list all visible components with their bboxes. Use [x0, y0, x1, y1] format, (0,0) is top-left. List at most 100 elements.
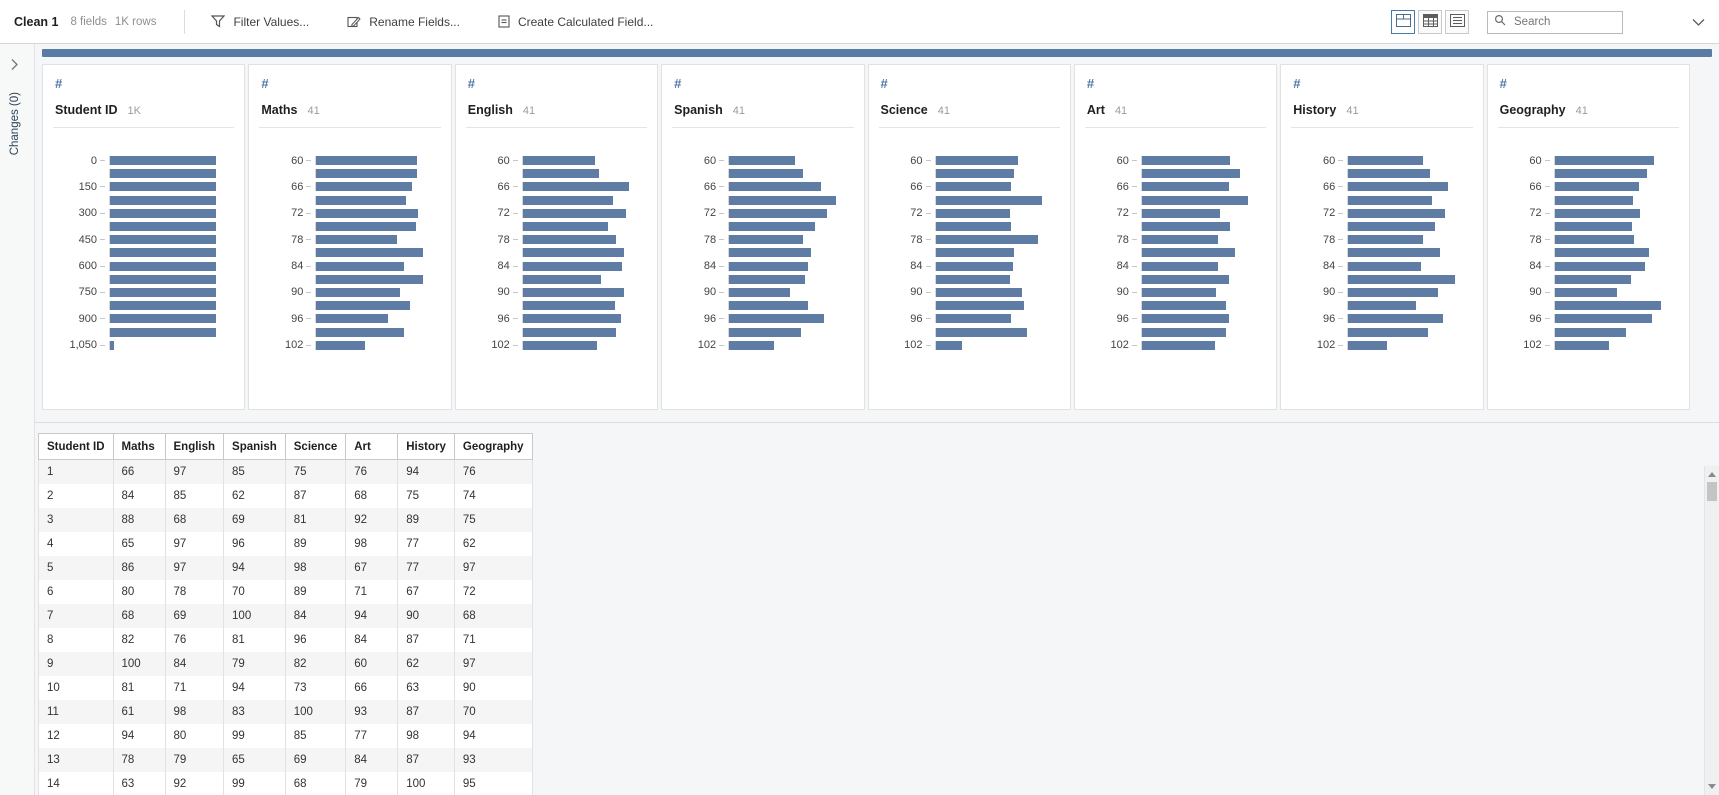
histogram-bar[interactable]: [110, 314, 217, 324]
changes-tab[interactable]: Changes (0): [9, 92, 21, 156]
histogram-bar[interactable]: [729, 156, 796, 166]
grid-cell[interactable]: 4: [38, 531, 114, 556]
grid-cell[interactable]: 80: [112, 579, 166, 604]
grid-cell[interactable]: 81: [223, 627, 286, 652]
histogram-bar[interactable]: [316, 287, 401, 297]
grid-cell[interactable]: 81: [112, 675, 166, 700]
histogram-bar[interactable]: [1141, 195, 1249, 205]
grid-cell[interactable]: 84: [345, 627, 399, 652]
grid-cell[interactable]: 100: [284, 699, 347, 724]
histogram-bar[interactable]: [729, 195, 836, 205]
rename-fields-button[interactable]: Rename Fields...: [347, 15, 460, 29]
histogram-bar[interactable]: [110, 195, 217, 205]
profile-horizontal-scrollbar[interactable]: [42, 49, 1712, 57]
profile-and-data-view-button[interactable]: [1391, 10, 1415, 34]
grid-column-header[interactable]: Geography: [453, 433, 533, 460]
histogram-bar[interactable]: [1554, 169, 1648, 179]
grid-cell[interactable]: 84: [112, 483, 166, 508]
grid-cell[interactable]: 97: [164, 555, 225, 580]
histogram-bar[interactable]: [1141, 208, 1220, 218]
grid-cell[interactable]: 80: [164, 723, 225, 748]
grid-cell[interactable]: 79: [345, 771, 399, 795]
grid-cell[interactable]: 70: [453, 699, 533, 724]
grid-cell[interactable]: 61: [112, 699, 166, 724]
histogram-bar[interactable]: [522, 195, 614, 205]
histogram-bar[interactable]: [1554, 156, 1654, 166]
grid-cell[interactable]: 9: [38, 651, 114, 676]
histogram-bar[interactable]: [935, 301, 1024, 311]
histogram-bar[interactable]: [110, 301, 217, 311]
grid-column-header[interactable]: History: [397, 433, 455, 460]
histogram-bar[interactable]: [1348, 235, 1423, 245]
histogram-bar[interactable]: [522, 274, 602, 284]
grid-cell[interactable]: 84: [345, 747, 399, 772]
histogram-bar[interactable]: [1348, 169, 1431, 179]
grid-cell[interactable]: 89: [284, 579, 347, 604]
grid-cell[interactable]: 2: [38, 483, 114, 508]
grid-column-header[interactable]: English: [164, 433, 225, 460]
histogram-bar[interactable]: [110, 327, 217, 337]
search-input[interactable]: [1512, 15, 1616, 29]
grid-cell[interactable]: 65: [112, 531, 166, 556]
grid-cell[interactable]: 76: [453, 459, 533, 484]
grid-cell[interactable]: 72: [453, 579, 533, 604]
histogram-bar[interactable]: [729, 287, 790, 297]
field-profile-card[interactable]: # Maths 41 60 66 72 78 84 90 96 102: [248, 64, 452, 410]
histogram-bar[interactable]: [1141, 301, 1226, 311]
grid-cell[interactable]: 87: [284, 483, 347, 508]
grid-cell[interactable]: 89: [397, 507, 455, 532]
histogram-bar[interactable]: [522, 222, 608, 232]
histogram-bar[interactable]: [316, 222, 417, 232]
histogram-bar[interactable]: [316, 314, 388, 324]
grid-cell[interactable]: 1: [38, 459, 114, 484]
create-calculated-field-button[interactable]: Create Calculated Field...: [498, 15, 653, 29]
histogram-bar[interactable]: [316, 340, 366, 350]
grid-cell[interactable]: 68: [284, 771, 347, 795]
histogram-bar[interactable]: [935, 195, 1042, 205]
grid-cell[interactable]: 12: [38, 723, 114, 748]
grid-cell[interactable]: 14: [38, 771, 114, 795]
histogram-bar[interactable]: [1141, 340, 1216, 350]
scroll-up-arrow-icon[interactable]: [1708, 472, 1716, 477]
histogram-bar[interactable]: [935, 169, 1015, 179]
histogram-bar[interactable]: [935, 156, 1019, 166]
field-profile-card[interactable]: # History 41 60 66 72 78 84 90 96 102: [1280, 64, 1484, 410]
grid-cell[interactable]: 60: [345, 651, 399, 676]
histogram-bar[interactable]: [522, 287, 624, 297]
grid-cell[interactable]: 97: [453, 651, 533, 676]
grid-cell[interactable]: 65: [223, 747, 286, 772]
histogram-bar[interactable]: [935, 327, 1027, 337]
grid-cell[interactable]: 77: [397, 531, 455, 556]
grid-cell[interactable]: 62: [223, 483, 286, 508]
grid-cell[interactable]: 88: [112, 507, 166, 532]
histogram-bar[interactable]: [729, 208, 827, 218]
histogram-bar[interactable]: [1348, 327, 1429, 337]
histogram-bar[interactable]: [729, 222, 816, 232]
grid-cell[interactable]: 94: [397, 459, 455, 484]
histogram-bar[interactable]: [729, 340, 774, 350]
grid-column-header[interactable]: Maths: [112, 433, 166, 460]
grid-cell[interactable]: 85: [223, 459, 286, 484]
grid-cell[interactable]: 90: [453, 675, 533, 700]
histogram-bar[interactable]: [1348, 274, 1455, 284]
histogram-bar[interactable]: [110, 274, 217, 284]
histogram-bar[interactable]: [316, 327, 404, 337]
grid-cell[interactable]: 69: [284, 747, 347, 772]
histogram-bar[interactable]: [729, 235, 803, 245]
grid-cell[interactable]: 78: [112, 747, 166, 772]
grid-cell[interactable]: 92: [345, 507, 399, 532]
histogram-bar[interactable]: [1348, 195, 1433, 205]
histogram-bar[interactable]: [1141, 169, 1240, 179]
grid-cell[interactable]: 98: [164, 699, 225, 724]
grid-cell[interactable]: 76: [164, 627, 225, 652]
grid-cell[interactable]: 97: [164, 459, 225, 484]
histogram-bar[interactable]: [1554, 235, 1635, 245]
grid-cell[interactable]: 75: [453, 507, 533, 532]
histogram-bar[interactable]: [1141, 314, 1230, 324]
histogram-bar[interactable]: [729, 274, 805, 284]
grid-cell[interactable]: 69: [223, 507, 286, 532]
histogram-bar[interactable]: [1348, 156, 1423, 166]
histogram-bar[interactable]: [522, 261, 622, 271]
grid-cell[interactable]: 96: [284, 627, 347, 652]
grid-cell[interactable]: 70: [223, 579, 286, 604]
